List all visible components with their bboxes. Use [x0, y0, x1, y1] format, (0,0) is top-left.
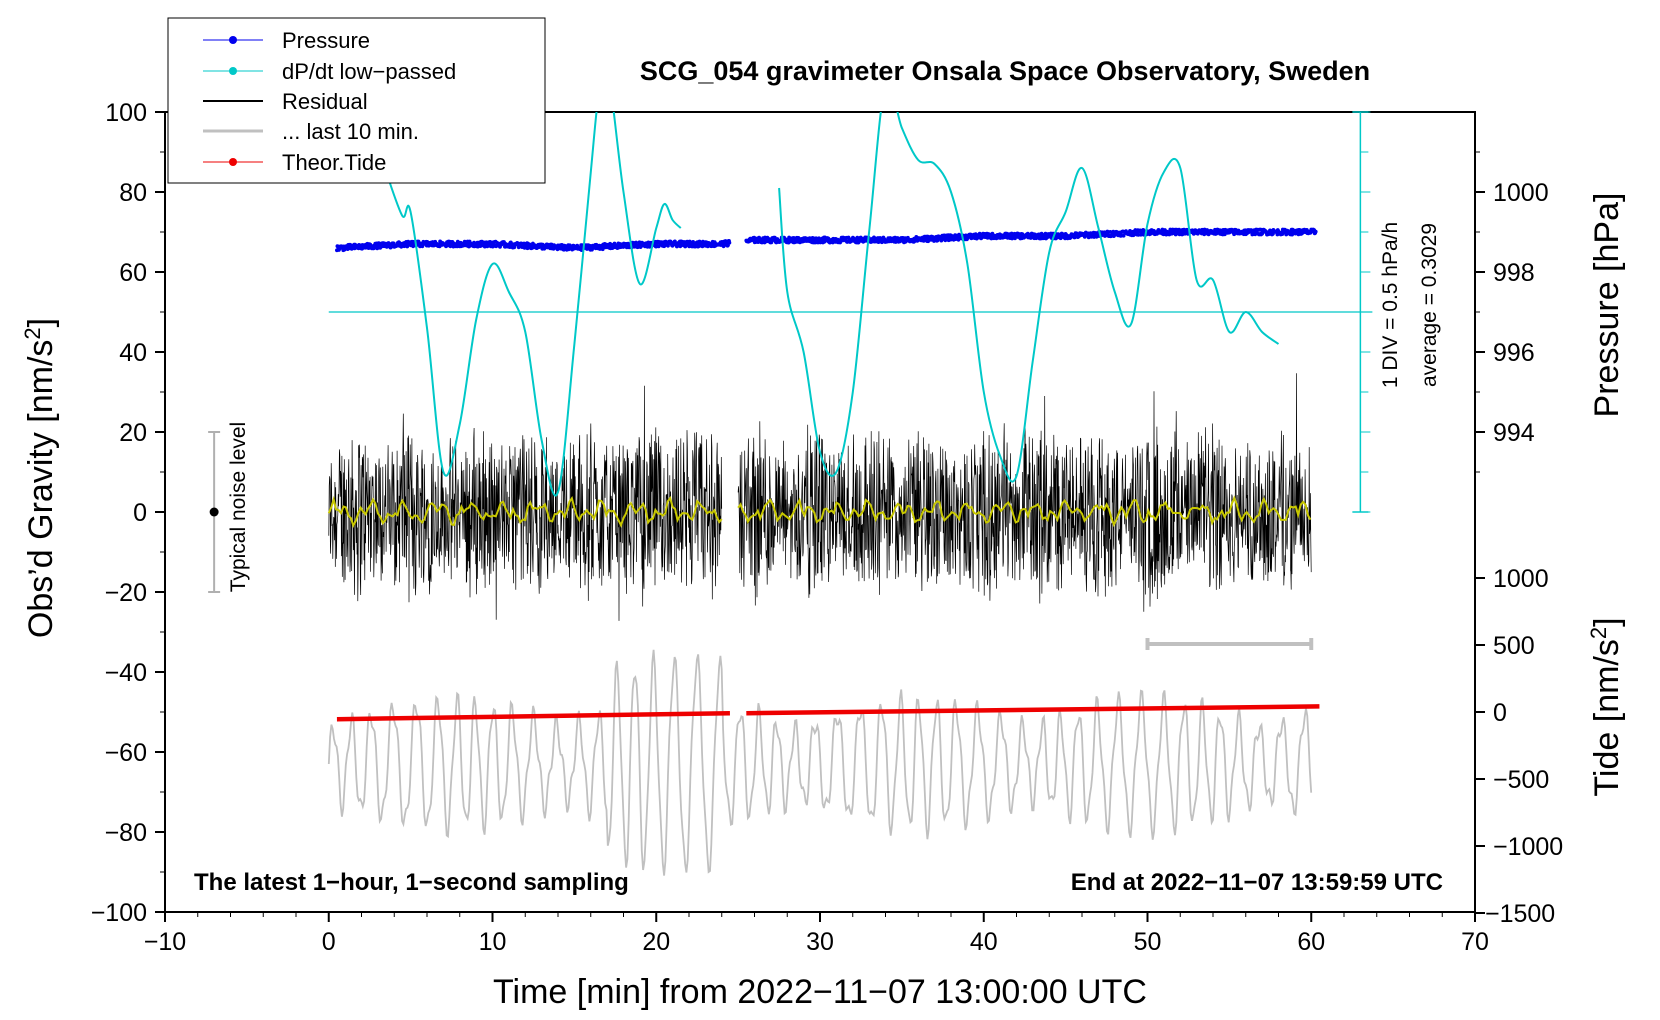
y-tick-label: −40: [105, 659, 147, 687]
noise-bar-dot: [209, 507, 219, 517]
dpdt-line-1: [385, 112, 682, 497]
x-axis-title: Time [min] from 2022−11−07 13:00:00 UTC: [493, 973, 1147, 1011]
tide-line-2: [746, 704, 1320, 716]
y-axis-title-gravity-end: ]: [22, 318, 60, 327]
last-10-min-line: [327, 649, 1313, 876]
sampling-note: The latest 1−hour, 1−second sampling: [194, 869, 629, 896]
tide-tick-label: 500: [1493, 632, 1535, 660]
legend-item-last10: ... last 10 min.: [203, 119, 419, 144]
y-tick-label: 20: [119, 419, 147, 447]
x-tick-label: 0: [322, 928, 336, 956]
y-tick-label: −80: [105, 819, 147, 847]
y-axis-title-pressure: Pressure [hPa]: [1588, 193, 1626, 418]
x-tick-label: 70: [1461, 928, 1489, 956]
scale-div-label: 1 DIV = 0.5 hPa/h: [1379, 222, 1402, 388]
residual-line-1: [328, 385, 723, 621]
tide-line-1: [336, 710, 730, 722]
pressure-point: [485, 244, 490, 249]
residual-line-2: [737, 373, 1312, 612]
x-tick-label: 50: [1134, 928, 1162, 956]
y-axis-title-gravity-main: Obs’d Gravity [nm/s: [22, 340, 60, 639]
legend-dot-pressure: [229, 36, 237, 44]
chart-annotations: [208, 111, 1373, 650]
tide-tick-label: 0: [1493, 699, 1507, 727]
axes: −10 0 10 20 30 40 50 60 70100806040200−20−40−60−…: [91, 99, 1564, 956]
pressure-tick-label: 996: [1493, 339, 1535, 367]
residual-series: [328, 373, 1312, 621]
residual-smoothed-2: [737, 495, 1312, 528]
legend-item-dpdt: dP/dt low−passed: [203, 59, 456, 84]
pressure-point: [1108, 230, 1113, 234]
y-tick-label: 100: [105, 99, 147, 127]
pressure-point: [727, 240, 732, 245]
y-tick-label: −20: [105, 579, 147, 607]
residual-smoothed-series: [327, 495, 1312, 529]
theor-tide-series: [336, 704, 1320, 722]
average-label: average = 0.3029: [1418, 223, 1441, 387]
x-tick-label: 20: [642, 928, 670, 956]
y-axis-title-tide-main: Tide [nm/s: [1588, 639, 1626, 796]
tide-tick-label: −1000: [1493, 833, 1563, 861]
residual-smoothed-1: [327, 495, 723, 529]
tide-tick-label: 1000: [1493, 565, 1549, 593]
legend-item-tide: Theor.Tide: [203, 150, 386, 175]
y-axis-title-tide-end: ]: [1588, 617, 1626, 626]
legend-dot-tide: [229, 158, 237, 166]
pressure-point: [420, 244, 425, 249]
end-time-note: End at 2022−11−07 13:59:59 UTC: [1071, 869, 1443, 896]
legend-label-last10: ... last 10 min.: [282, 119, 419, 144]
x-tick-label: 10: [479, 928, 507, 956]
tide-tick-label: −500: [1493, 766, 1549, 794]
pressure-tick-label: 998: [1493, 259, 1535, 287]
tide-tick-label: −1500: [1485, 900, 1555, 928]
legend-label-dpdt: dP/dt low−passed: [282, 59, 456, 84]
y-axis-title-gravity: Obs’d Gravity [nm/s2]: [20, 318, 60, 638]
x-tick-label: −10: [144, 928, 186, 956]
legend-item-residual: Residual: [203, 89, 368, 114]
dpdt-series: [385, 112, 1280, 497]
y-tick-label: −100: [91, 899, 147, 927]
pressure-tick-label: 994: [1493, 419, 1535, 447]
legend-label-tide: Theor.Tide: [282, 150, 386, 175]
legend-label-residual: Residual: [282, 89, 368, 114]
legend-label-pressure: Pressure: [282, 28, 370, 53]
dpdt-line-2: [778, 112, 1280, 483]
y-axis-title-gravity-sup: 2: [20, 327, 45, 339]
x-tick-label: 60: [1297, 928, 1325, 956]
pressure-tick-label: 1000: [1493, 179, 1549, 207]
pressure-point: [634, 240, 638, 245]
pressure-point: [1013, 236, 1017, 241]
y-tick-label: 40: [119, 339, 147, 367]
noise-level-label: Typical noise level: [227, 422, 250, 592]
x-tick-label: 30: [806, 928, 834, 956]
pressure-point: [666, 243, 670, 248]
y-tick-label: 0: [133, 499, 147, 527]
y-tick-label: 80: [119, 179, 147, 207]
legend: Pressure dP/dt low−passed Residual ... l…: [167, 17, 546, 184]
pressure-point: [405, 244, 410, 249]
legend-item-pressure: Pressure: [203, 28, 370, 53]
y-axis-title-tide-sup: 2: [1586, 627, 1611, 639]
pressure-series: [335, 227, 1318, 253]
legend-dot-dpdt: [229, 67, 237, 75]
y-axis-title-tide: Tide [nm/s2]: [1586, 617, 1626, 796]
pressure-point: [1313, 229, 1318, 234]
chart-title: SCG_054 gravimeter Onsala Space Observat…: [640, 56, 1370, 86]
y-tick-label: 60: [119, 259, 147, 287]
last-10-min-series: [327, 649, 1313, 876]
pressure-point: [1121, 233, 1126, 238]
x-tick-label: 40: [970, 928, 998, 956]
y-tick-label: −60: [105, 739, 147, 767]
